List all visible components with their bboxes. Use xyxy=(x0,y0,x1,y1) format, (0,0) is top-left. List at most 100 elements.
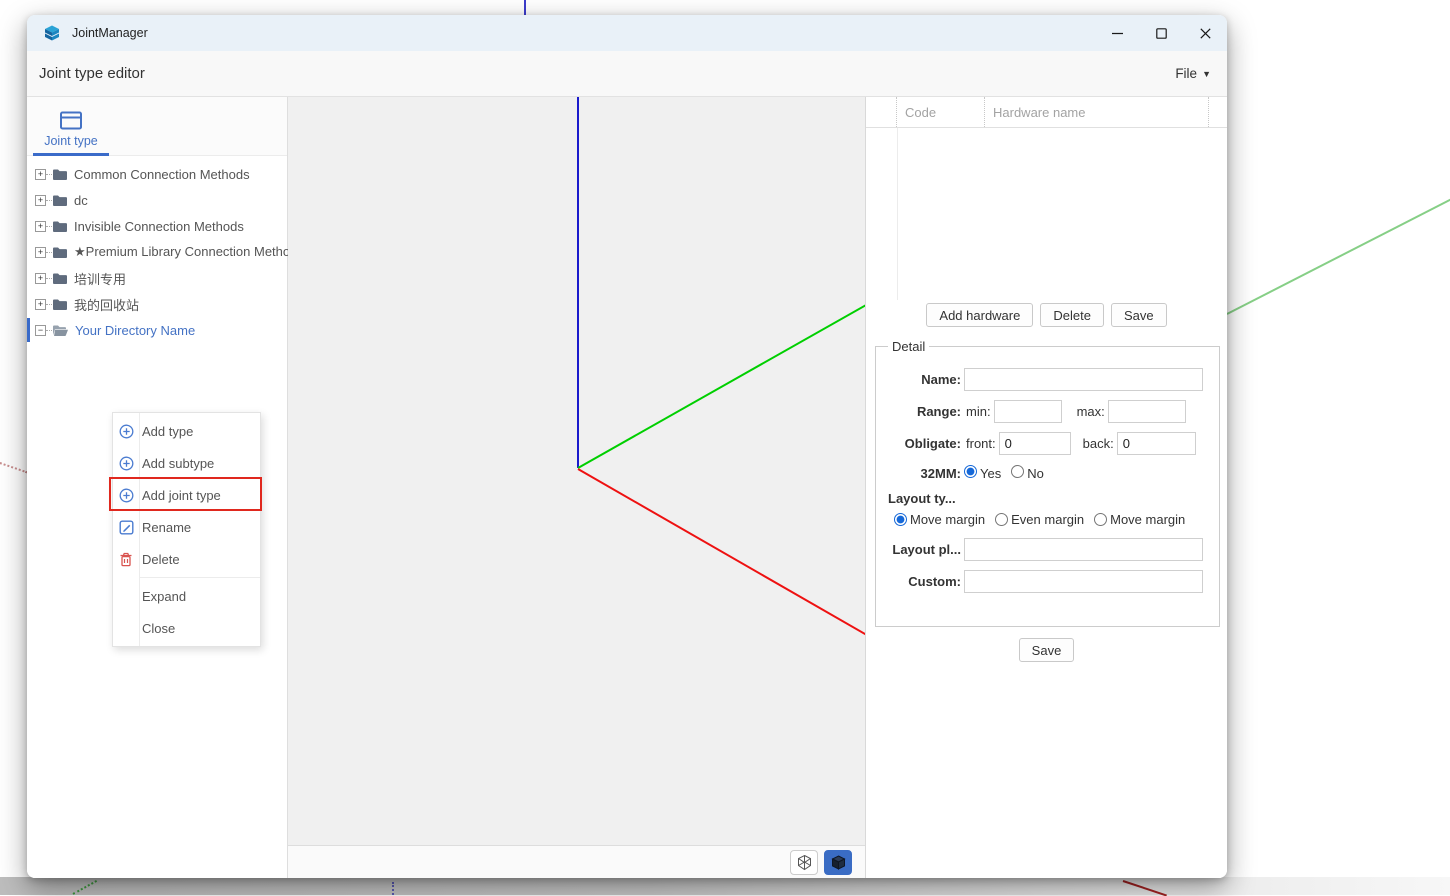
tree-item-label: Your Directory Name xyxy=(75,322,196,338)
folder-icon xyxy=(52,220,68,233)
add-circle-icon xyxy=(113,488,139,503)
menu-item-label: Add joint type xyxy=(142,487,221,503)
directory-tree: + Common Connection Methods + dc + Invis… xyxy=(27,156,309,343)
menu-item-add-type[interactable]: Add type xyxy=(113,415,260,447)
tree-item-label: 我的回收站 xyxy=(74,297,140,313)
tree-item[interactable]: + 我的回收站 xyxy=(27,291,287,317)
folder-icon xyxy=(52,194,68,207)
delete-hardware-button[interactable]: Delete xyxy=(1040,303,1104,327)
layout-option-label: Move margin xyxy=(910,512,986,527)
tab-strip: Joint type xyxy=(27,97,287,156)
custom-input[interactable] xyxy=(964,570,1203,593)
name-label: Name: xyxy=(921,372,961,387)
tree-item[interactable]: + 培训专用 xyxy=(27,265,287,291)
viewport-toolbar xyxy=(288,845,865,878)
detail-legend: Detail xyxy=(892,339,926,354)
tree-item[interactable]: + Invisible Connection Methods xyxy=(27,213,287,239)
range-label: Range: xyxy=(916,404,961,419)
tree-item-label: dc xyxy=(74,192,88,208)
save-hardware-button[interactable]: Save xyxy=(1110,303,1167,327)
expand-plus-icon[interactable]: + xyxy=(35,246,46,258)
y-axis-line xyxy=(577,303,865,469)
maximize-button[interactable] xyxy=(1139,15,1183,51)
minimize-button[interactable] xyxy=(1095,15,1139,51)
menu-item-label: Add type xyxy=(142,423,194,439)
range-min-input[interactable] xyxy=(993,400,1062,423)
code-column-header[interactable]: Code xyxy=(897,97,985,127)
bg-y-axis-line xyxy=(1226,198,1450,315)
range-max-input[interactable] xyxy=(1107,400,1186,423)
obligate-back-input[interactable] xyxy=(1116,432,1196,455)
expand-plus-icon[interactable]: + xyxy=(35,220,46,232)
file-menu[interactable]: File ▼ xyxy=(1175,66,1211,81)
menu-item-label: Add subtype xyxy=(142,455,215,471)
hardware-name-column-header[interactable]: Hardware name xyxy=(985,97,1209,127)
max-label: max: xyxy=(1076,404,1105,419)
file-menu-label: File xyxy=(1175,66,1198,81)
joint-manager-window: JointManager Joint type editor File ▼ xyxy=(27,15,1227,878)
tree-item[interactable]: + dc xyxy=(27,187,287,213)
hardware-buttons: Add hardware Delete Save xyxy=(866,303,1227,327)
wireframe-cube-icon xyxy=(797,854,811,870)
bg-z-axis-dotted-line xyxy=(392,882,394,895)
folder-tab-icon xyxy=(60,111,82,130)
layout-plan-input[interactable] xyxy=(964,538,1203,561)
shaded-view-button[interactable] xyxy=(824,849,852,875)
layout-move-margin2-radio[interactable]: Move margin xyxy=(1094,512,1185,527)
folder-icon xyxy=(52,272,68,285)
viewport-3d[interactable] xyxy=(288,97,866,878)
close-icon xyxy=(1199,27,1211,39)
folder-icon xyxy=(52,298,68,311)
expand-plus-icon[interactable]: + xyxy=(35,272,46,284)
no-label: No xyxy=(1027,466,1044,481)
rename-icon xyxy=(113,520,139,535)
tree-item-selected[interactable]: − Your Directory Name xyxy=(27,317,287,343)
bg-x-axis-dotted-line xyxy=(0,461,28,474)
close-button[interactable] xyxy=(1183,15,1227,51)
menu-item-rename[interactable]: Rename xyxy=(113,511,260,543)
wireframe-view-button[interactable] xyxy=(790,849,818,875)
add-hardware-button[interactable]: Add hardware xyxy=(926,303,1034,327)
menu-item-delete[interactable]: Delete xyxy=(113,543,260,575)
chevron-down-icon: ▼ xyxy=(1202,68,1211,79)
desktop-band xyxy=(0,877,1450,895)
title-bar[interactable]: JointManager xyxy=(27,15,1227,51)
layout-even-margin-radio[interactable]: Even margin xyxy=(995,512,1084,527)
window-title: JointManager xyxy=(72,26,148,40)
expand-plus-icon[interactable]: + xyxy=(35,194,46,206)
hardware-table-body[interactable] xyxy=(897,128,898,300)
mm32-yes-radio[interactable]: Yes xyxy=(964,465,1001,481)
expand-plus-icon[interactable]: + xyxy=(35,168,46,180)
tab-joint-type-label: Joint type xyxy=(44,134,98,148)
tab-joint-type[interactable]: Joint type xyxy=(33,102,109,156)
menu-item-close[interactable]: Close xyxy=(113,612,260,644)
obligate-front-input[interactable] xyxy=(998,432,1071,455)
x-axis-line xyxy=(577,468,865,637)
menu-item-add-subtype[interactable]: Add subtype xyxy=(113,447,260,479)
expand-plus-icon[interactable]: + xyxy=(35,298,46,310)
yes-label: Yes xyxy=(980,466,1002,481)
tree-item[interactable]: + Common Connection Methods xyxy=(27,161,287,187)
mm32-label: 32MM: xyxy=(920,465,961,481)
detail-fieldset: Detail Name: Range: min: max: Obligate: … xyxy=(875,339,1220,627)
menu-item-label: Rename xyxy=(142,519,192,535)
min-label: min: xyxy=(966,404,991,419)
front-label: front: xyxy=(966,436,996,451)
add-circle-icon xyxy=(113,456,139,471)
menu-item-label: Close xyxy=(142,620,176,636)
tree-item-label: Invisible Connection Methods xyxy=(74,218,244,234)
layout-plan-label: Layout pl... xyxy=(892,542,961,557)
menu-item-expand[interactable]: Expand xyxy=(113,580,260,612)
add-circle-icon xyxy=(113,424,139,439)
folder-open-icon xyxy=(52,324,69,337)
name-input[interactable] xyxy=(964,368,1203,391)
tree-item[interactable]: + ★Premium Library Connection Method★ xyxy=(27,239,309,265)
mm32-no-radio[interactable]: No xyxy=(1011,465,1044,481)
solid-cube-icon xyxy=(830,854,846,870)
menu-item-add-joint-type[interactable]: Add joint type xyxy=(113,479,260,511)
collapse-minus-icon[interactable]: − xyxy=(35,324,46,336)
tree-item-label: 培训专用 xyxy=(74,271,127,287)
layout-move-margin-radio[interactable]: Move margin xyxy=(894,512,985,527)
detail-save-button[interactable]: Save xyxy=(1018,638,1075,662)
hardware-table-header: Code Hardware name xyxy=(866,97,1227,128)
